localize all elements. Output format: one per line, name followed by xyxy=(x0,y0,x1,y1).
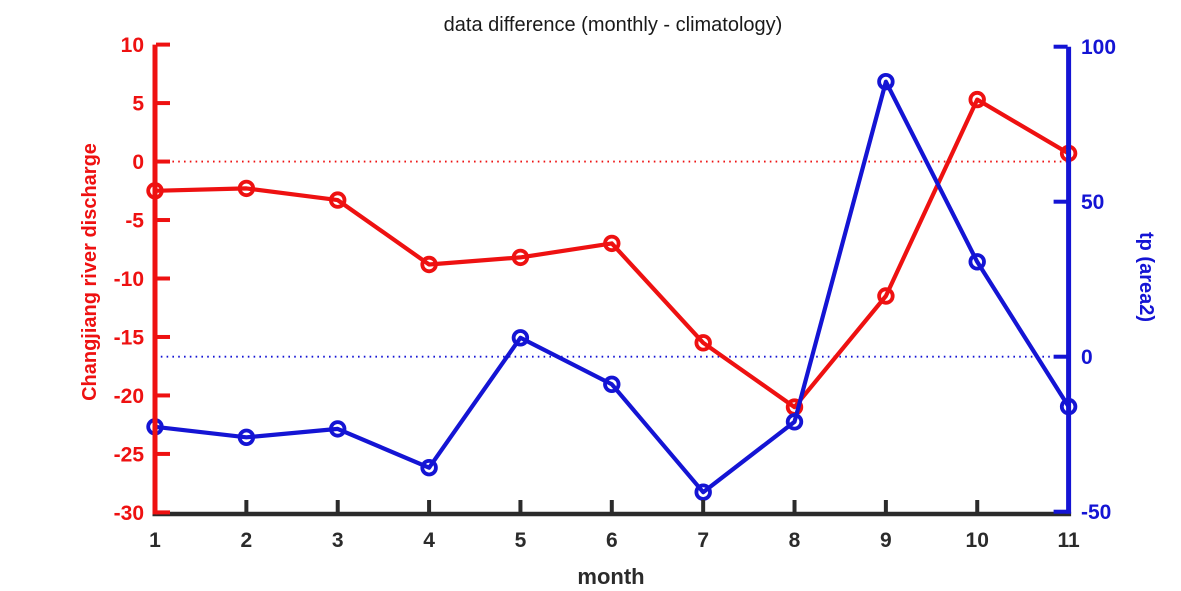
x-tick-label: 8 xyxy=(789,529,801,552)
left-series-marker xyxy=(877,287,895,305)
right-series-line xyxy=(152,79,1071,495)
left-tick-label: -10 xyxy=(114,268,144,291)
right-tick-label: 0 xyxy=(1081,346,1093,369)
x-tick-label: 11 xyxy=(1057,529,1080,552)
x-tick-label: 1 xyxy=(149,529,161,552)
left-series-marker xyxy=(511,248,530,267)
x-tick-label: 7 xyxy=(697,529,709,552)
right-series-marker xyxy=(877,72,895,91)
right-tick-label: -50 xyxy=(1081,501,1111,524)
axes: 1 2 3 4 5 6 7 8 9 10 111050-5-10-15-20-25-30100500… xyxy=(114,34,1116,552)
series-lines xyxy=(146,72,1078,501)
right-series-marker xyxy=(511,329,530,347)
left-tick-label: 10 xyxy=(121,34,144,57)
left-series-marker xyxy=(603,234,621,253)
left-axis-label: Changjiang river discharge xyxy=(79,143,101,401)
right-series-marker xyxy=(694,483,712,501)
left-series-marker xyxy=(420,255,438,274)
left-tick-label: -15 xyxy=(114,326,145,349)
x-tick-label: 3 xyxy=(332,529,344,552)
x-tick-label: 10 xyxy=(966,529,989,552)
x-tick-label: 2 xyxy=(241,529,253,552)
right-tick-label: 50 xyxy=(1081,191,1104,214)
left-series-marker xyxy=(694,334,712,352)
left-tick-label: -5 xyxy=(125,210,144,233)
x-tick-label: 4 xyxy=(423,529,435,552)
right-axis-label: tp (area2) xyxy=(1135,232,1157,322)
left-series-line xyxy=(152,97,1071,410)
left-series-marker xyxy=(968,90,986,109)
chart-title: data difference (monthly - climatology) xyxy=(444,14,783,36)
x-axis-label: month xyxy=(577,564,644,589)
right-series-marker xyxy=(785,413,804,431)
left-series-marker xyxy=(237,179,256,198)
right-series-marker xyxy=(420,459,438,477)
left-tick-label: -30 xyxy=(114,502,144,525)
right-series-marker xyxy=(603,375,621,394)
right-tick-label: 100 xyxy=(1081,36,1116,59)
left-tick-label: -25 xyxy=(114,443,145,466)
left-series-marker xyxy=(329,191,347,209)
left-tick-label: 0 xyxy=(132,151,144,174)
left-tick-label: 5 xyxy=(132,93,144,116)
left-tick-label: -20 xyxy=(114,385,144,408)
x-tick-label: 6 xyxy=(606,529,618,552)
right-series-marker xyxy=(237,428,256,447)
right-series-marker xyxy=(329,420,347,438)
x-tick-label: 9 xyxy=(880,529,892,552)
right-series-marker xyxy=(968,253,986,271)
zero-lines xyxy=(155,160,1069,358)
x-tick-label: 5 xyxy=(515,529,527,552)
